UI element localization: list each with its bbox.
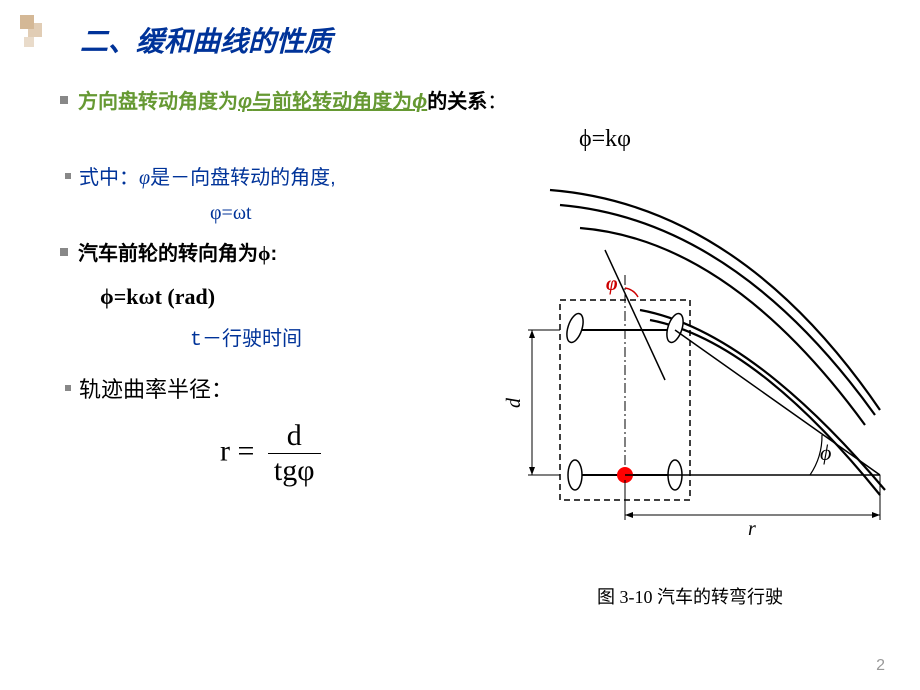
radius-line: 轨迹曲率半径：	[60, 372, 500, 404]
label-d: d	[503, 397, 525, 408]
front-wheel-text: 汽车前轮的转向角为	[78, 243, 258, 265]
label-phi: φ	[606, 273, 618, 295]
slide-container: 二、缓和曲线的性质 方向盘转动角度为φ与前轮转动角度为ϕ的关系： ϕ=kφ 式中…	[0, 0, 920, 690]
numerator: d	[268, 419, 321, 454]
figure-caption: 图 3-10 汽车的转弯行驶	[490, 583, 890, 609]
figure-3-10: φ ϕ d r 图 3-10 汽车的转弯行驶	[490, 180, 890, 610]
formula-phi-omega-t: φ=ωt	[210, 202, 500, 225]
corner-decoration	[20, 15, 50, 55]
bullet-icon-2	[60, 248, 68, 256]
formula-radius: r = d tgφ	[220, 419, 500, 488]
fraction: d tgφ	[268, 419, 321, 488]
small-bullet-icon-2	[65, 385, 71, 391]
denominator: tgφ	[268, 454, 321, 488]
formula-phi-kwt: ϕ=kωt (rad)	[100, 284, 500, 310]
relation-line: 方向盘转动角度为φ与前轮转动角度为ϕ的关系：	[60, 85, 890, 114]
symbol-phi1: φ	[238, 91, 252, 113]
label-shizhong: 式中：	[79, 167, 139, 189]
symbol-phi4: ϕ	[258, 243, 270, 265]
def-text: 是－向盘转动的角度,	[150, 167, 336, 189]
small-bullet-icon	[65, 173, 71, 179]
text-part3: 的	[427, 91, 447, 113]
label-r: r	[748, 518, 756, 540]
time-definition: t－行驶时间	[190, 322, 500, 352]
text-part2: 与前轮转动角度为	[252, 91, 412, 113]
symbol-phi3: φ	[139, 167, 150, 189]
definition-line: 式中：φ是－向盘转动的角度,	[60, 161, 500, 190]
front-wheel-line: 汽车前轮的转向角为ϕ:	[60, 237, 500, 266]
formula-phi-k-phi: ϕ=kφ	[320, 126, 890, 153]
text-part4: 关系	[447, 91, 487, 113]
colon: :	[270, 243, 277, 265]
text-part5: ：	[487, 91, 507, 113]
section-title: 二、缓和曲线的性质	[80, 20, 890, 60]
text-part1: 方向盘转动角度为	[78, 91, 238, 113]
left-column: 式中：φ是－向盘转动的角度, φ=ωt 汽车前轮的转向角为ϕ: ϕ=kωt (r…	[60, 161, 500, 488]
label-psi: ϕ	[820, 440, 831, 465]
symbol-phi2: ϕ	[412, 91, 427, 113]
page-number: 2	[876, 657, 885, 675]
radius-text: 轨迹曲率半径：	[79, 372, 233, 404]
turning-diagram-svg: φ ϕ d r	[490, 180, 890, 570]
bullet-icon	[60, 96, 68, 104]
formula-lhs: r =	[220, 434, 254, 467]
